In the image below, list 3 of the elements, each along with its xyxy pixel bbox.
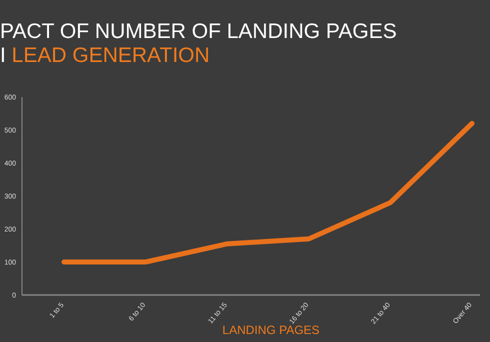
chart-subtitle: I LEAD GENERATION: [0, 44, 210, 67]
chart-title: PACT OF NUMBER OF LANDING PAGES: [0, 20, 397, 43]
x-axis-title: LANDING PAGES: [222, 323, 320, 337]
